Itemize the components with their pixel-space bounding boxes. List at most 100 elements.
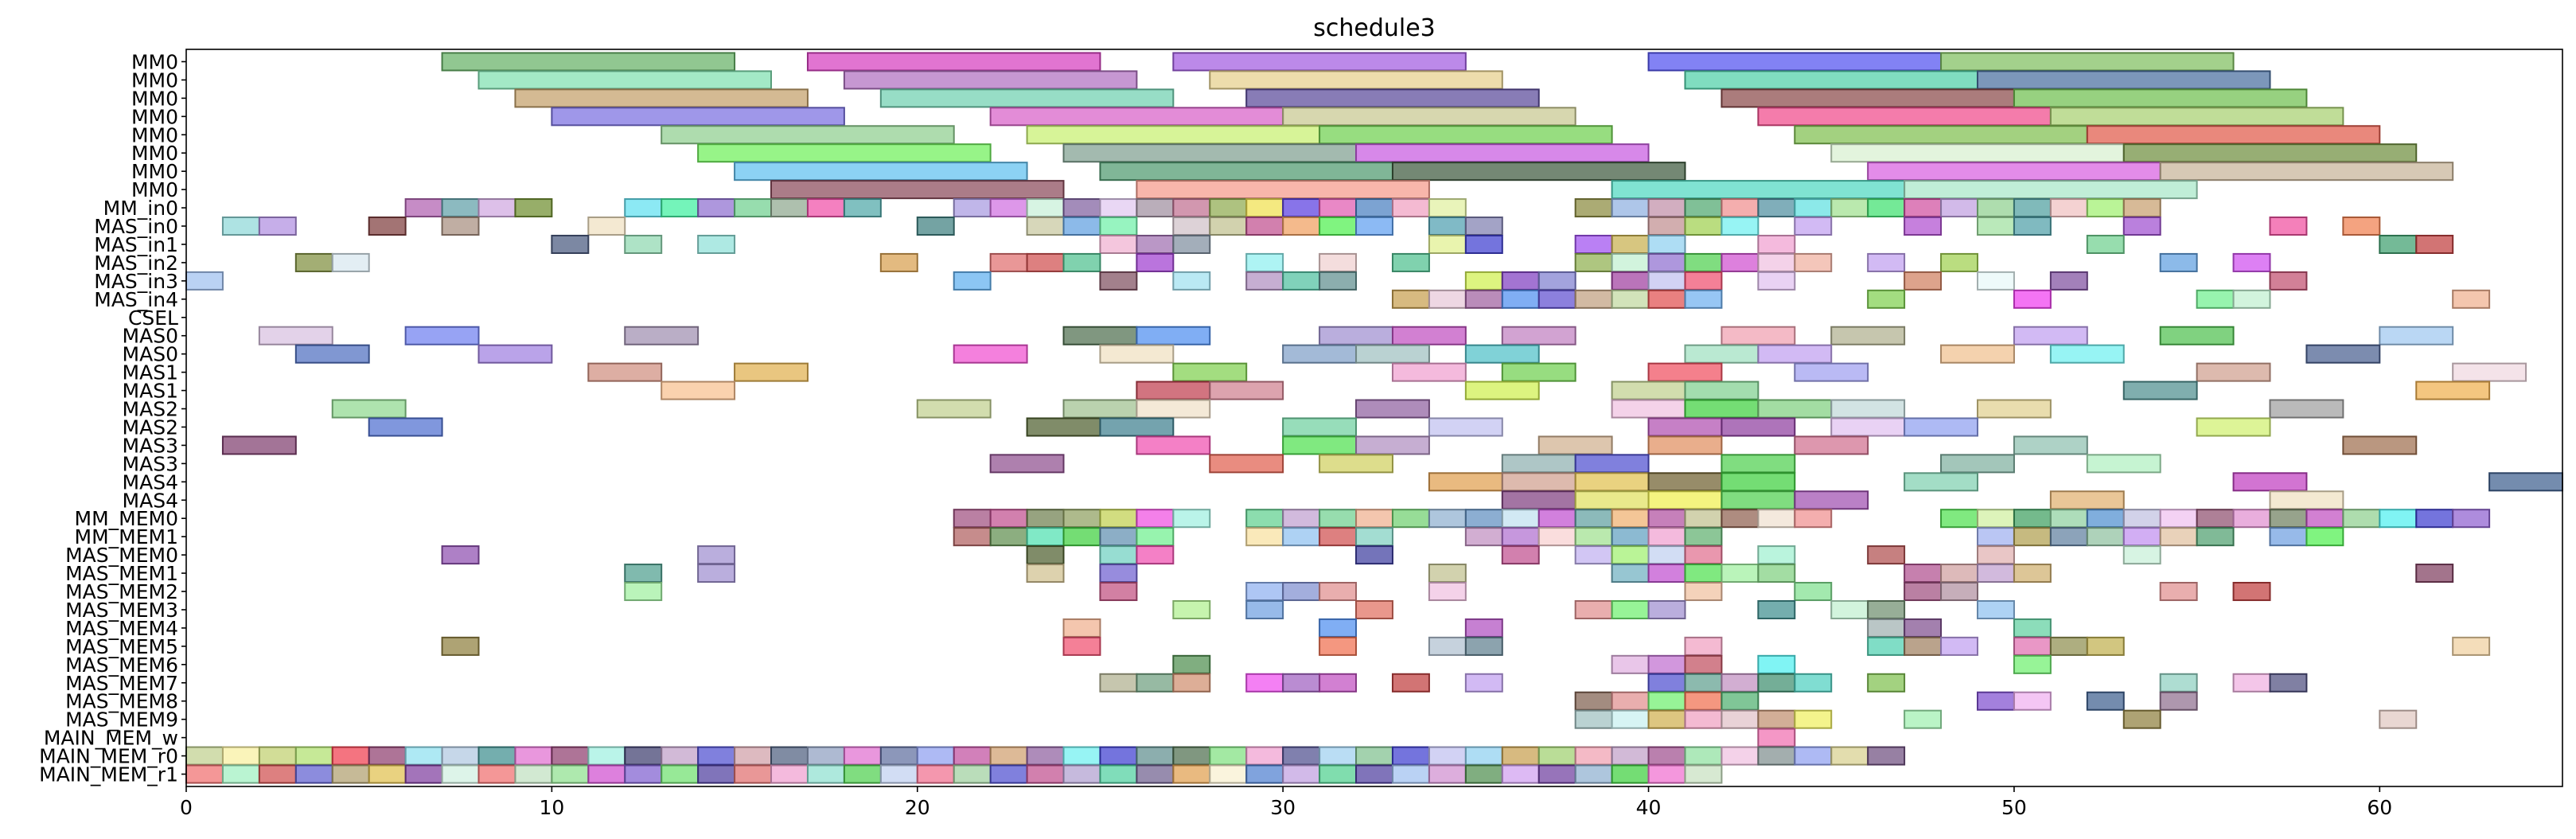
task-bar (1428, 509, 1467, 529)
task-bar (2086, 125, 2381, 145)
task-bar (1574, 252, 1613, 272)
task-bar (2086, 198, 2125, 218)
task-bar (1611, 509, 1650, 529)
task-bar (1245, 599, 1284, 619)
task-bar (1611, 527, 1650, 547)
task-bar (2049, 344, 2125, 364)
task-bar (2269, 527, 2308, 547)
y-tick-label: MAS3 (123, 434, 178, 457)
task-bar (1611, 709, 1650, 729)
task-bar (185, 746, 224, 766)
task-bar (1245, 217, 1284, 236)
task-bar (879, 252, 918, 272)
task-bar (1757, 252, 1796, 272)
task-bar (1172, 234, 1211, 254)
task-bar (1099, 217, 1138, 236)
task-bar (2013, 198, 2052, 218)
task-bar (2232, 289, 2271, 309)
y-tick-label: MAS_in1 (94, 233, 178, 256)
task-bar (1867, 599, 1906, 619)
task-bar (1830, 326, 1906, 345)
task-bar (477, 198, 516, 218)
task-bar (1574, 289, 1613, 309)
task-bar (843, 70, 1138, 90)
task-bar (916, 764, 955, 784)
task-bar (1319, 582, 1358, 602)
task-bar (1319, 746, 1358, 766)
task-bar (477, 746, 516, 766)
task-bar (1647, 599, 1686, 619)
task-bar (1136, 746, 1175, 766)
y-tick-label: MAS_in3 (94, 270, 178, 293)
task-bar (1172, 673, 1211, 693)
task-bar (1099, 162, 1393, 181)
task-bar (1830, 399, 1906, 419)
task-bar (1172, 271, 1211, 291)
task-bar (1647, 564, 1686, 583)
task-bar (1209, 746, 1248, 766)
task-bar (1537, 509, 1576, 529)
task-bar (1794, 252, 1833, 272)
task-bar (1794, 198, 1833, 218)
task-bar (1136, 509, 1175, 529)
task-bar (1647, 691, 1686, 711)
task-bar (1282, 107, 1576, 127)
y-tick-label: MAS_MEM4 (65, 617, 178, 640)
task-bar (2269, 399, 2344, 419)
y-tick-label: MM0 (131, 105, 178, 128)
task-bar (1574, 599, 1613, 619)
task-bar (1647, 417, 1723, 437)
task-bar (1574, 198, 1613, 218)
task-bar (1867, 746, 1906, 766)
y-tick-label: MM0 (131, 68, 178, 92)
task-bar (2269, 673, 2308, 693)
task-bar (879, 88, 1175, 108)
task-bar (2013, 88, 2308, 108)
task-bar (1721, 509, 1760, 529)
task-bar (1940, 344, 2015, 364)
task-bar (1464, 764, 1503, 784)
task-bar (989, 527, 1028, 547)
task-bar (1319, 509, 1358, 529)
task-bar (1428, 746, 1467, 766)
task-bar (1282, 764, 1321, 784)
task-bar (1976, 70, 2271, 90)
task-bar (806, 764, 845, 784)
task-bar (1904, 636, 1943, 656)
task-bar (441, 52, 736, 72)
task-bar (1721, 490, 1796, 510)
task-bar (2159, 252, 2198, 272)
x-tick-label: 30 (1270, 796, 1296, 819)
task-bar (697, 143, 992, 163)
task-bar (1062, 217, 1101, 236)
task-bar (1757, 599, 1796, 619)
task-bar (1647, 764, 1686, 784)
task-bar (1684, 217, 1723, 236)
task-bar (2196, 527, 2235, 547)
task-bar (2159, 582, 2198, 602)
task-bar (624, 326, 700, 345)
task-bar (1099, 344, 1175, 364)
task-bar (441, 746, 480, 766)
task-bar (1830, 417, 1906, 437)
task-bar (1172, 217, 1211, 236)
task-bar (587, 362, 663, 382)
task-bar (2269, 509, 2308, 529)
task-bar (1209, 454, 1284, 474)
task-bar (1976, 217, 2015, 236)
task-bar (1209, 217, 1248, 236)
task-bar (1172, 362, 1248, 382)
task-bar (1867, 545, 1906, 565)
task-bar (1319, 198, 1358, 218)
task-bar (1794, 217, 1833, 236)
task-bar (661, 125, 955, 145)
task-bar (1501, 764, 1540, 784)
y-tick-label: MAS_in2 (94, 252, 178, 275)
task-bar (2305, 527, 2344, 547)
task-bar (1282, 344, 1358, 364)
x-tick-label: 40 (1636, 796, 1662, 819)
task-bar (1721, 673, 1760, 693)
task-bar (1062, 527, 1101, 547)
task-bar (1757, 107, 2052, 127)
task-bar (1721, 198, 1760, 218)
